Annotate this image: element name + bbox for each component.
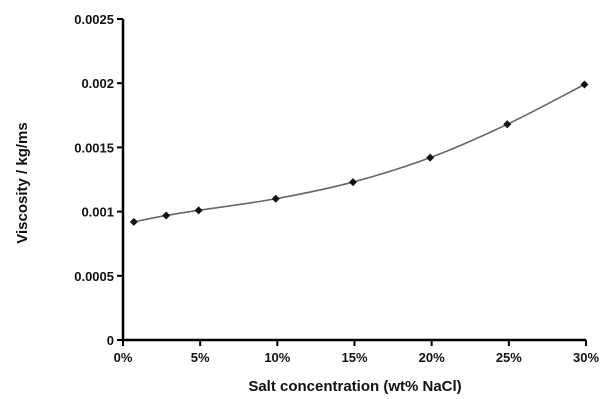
series-layer <box>129 80 589 226</box>
data-point <box>129 217 138 226</box>
y-tick-label: 0.0025 <box>74 12 114 27</box>
data-point <box>426 153 435 162</box>
x-tick-label: 0% <box>114 350 133 365</box>
data-point <box>348 178 357 187</box>
series-line <box>133 83 585 223</box>
data-point <box>503 120 512 129</box>
y-tick-label: 0.0015 <box>74 140 114 155</box>
data-point <box>194 206 203 215</box>
data-point <box>271 194 280 203</box>
y-tick-label: 0.002 <box>81 76 114 91</box>
y-axis: 0 0.0005 0.001 0.0015 0.002 0.0025 <box>74 12 125 348</box>
y-axis-title: Viscosity / kg/ms <box>14 122 31 243</box>
x-tick-label: 30% <box>573 350 599 365</box>
y-tick-label: 0 <box>107 333 114 348</box>
x-tick-label: 25% <box>496 350 522 365</box>
x-tick-label: 10% <box>264 350 290 365</box>
data-point <box>580 80 589 89</box>
x-axis-title: Salt concentration (wt% NaCl) <box>248 378 461 395</box>
data-point <box>162 211 171 220</box>
y-tick-label: 0.001 <box>81 205 114 220</box>
x-tick-label: 15% <box>341 350 367 365</box>
x-tick-label: 5% <box>191 350 210 365</box>
y-tick-label: 0.0005 <box>74 269 114 284</box>
x-axis: 0% 5% 10% 15% 20% 25% 30% <box>114 338 599 365</box>
x-tick-label: 20% <box>419 350 445 365</box>
